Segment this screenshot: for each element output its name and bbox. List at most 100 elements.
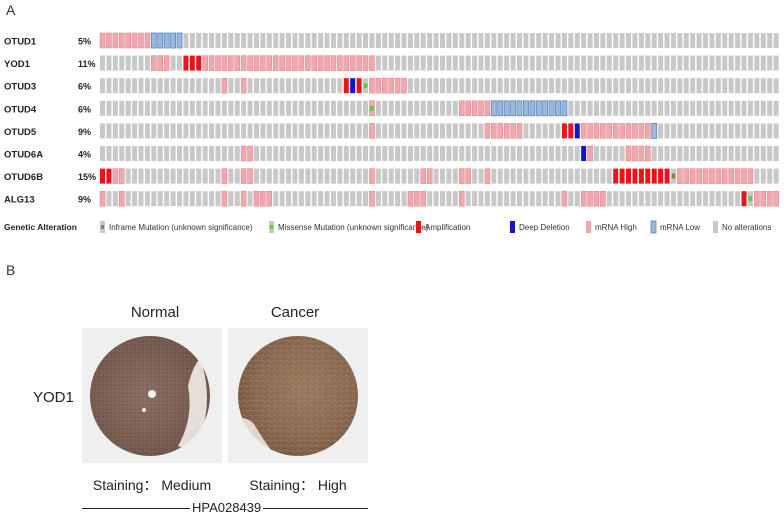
sample-cell (760, 78, 766, 94)
sample-cell (433, 33, 439, 48)
sample-cell (484, 123, 491, 139)
sample-cell (754, 55, 760, 71)
sample-cell (626, 100, 632, 116)
sample-cell (677, 100, 683, 116)
sample-cell (112, 123, 118, 139)
sample-cell (516, 146, 522, 161)
sample-cell (715, 78, 721, 94)
sample-cell (228, 78, 234, 94)
sample-cell (196, 146, 202, 161)
sample-cell (696, 100, 702, 116)
sample-cell (433, 168, 439, 184)
sample-cell (683, 168, 690, 184)
sample-cell (305, 168, 311, 184)
sample-cell (414, 100, 420, 116)
sample-cell (311, 191, 317, 207)
sample-cell (420, 168, 427, 184)
sample-cell (645, 78, 651, 94)
sample-cell (658, 78, 664, 94)
sample-cell (523, 55, 529, 71)
sample-cell (318, 146, 324, 161)
sample-cell (683, 78, 689, 94)
sample-cell (606, 146, 612, 161)
sample-cell (651, 146, 657, 161)
sample-cell (484, 146, 490, 161)
sample-cell (286, 100, 292, 116)
sample-cell (632, 78, 638, 94)
sample-cell (356, 78, 362, 94)
sample-cell (504, 146, 510, 161)
gene-name-otud1: OTUD1 (4, 37, 37, 48)
sample-cell (549, 191, 555, 207)
sample-cell (363, 123, 369, 139)
sample-cell (99, 190, 106, 207)
sample-cell (189, 78, 195, 94)
sample-cell (106, 55, 112, 71)
sample-cell (330, 33, 336, 48)
sample-cell (273, 191, 279, 207)
sample-cell (632, 100, 638, 116)
sample-cell (337, 146, 343, 161)
sample-cell (298, 78, 304, 94)
sample-cell (119, 78, 125, 94)
sample-cell (715, 55, 721, 71)
sample-cell (279, 191, 285, 207)
sample-cell (593, 146, 599, 161)
sample-cell (106, 100, 112, 116)
gene-name-alg13: ALG13 (4, 195, 35, 206)
sample-cell (574, 78, 580, 94)
gene-name-otud4: OTUD4 (4, 104, 37, 115)
sample-cell (305, 78, 311, 94)
sample-cell (420, 78, 426, 94)
sample-cell (568, 146, 574, 161)
sample-cell (478, 146, 484, 161)
sample-cell (645, 33, 651, 48)
sample-cell (529, 78, 535, 94)
sample-cell (427, 33, 433, 48)
sample-cell (196, 191, 202, 207)
sample-cell (574, 123, 580, 139)
gene-name-otud3: OTUD3 (4, 82, 36, 93)
sample-cell (689, 168, 696, 184)
sample-cell (440, 100, 446, 116)
sample-cell (401, 100, 407, 116)
sample-cell (773, 33, 779, 48)
sample-cell (420, 55, 426, 71)
sample-cell (658, 123, 664, 139)
sample-cell (311, 78, 317, 94)
sample-cell (690, 191, 696, 207)
sample-cell (202, 191, 208, 207)
sample-cell (516, 33, 522, 48)
sample-cell (433, 55, 439, 71)
sample-cell (555, 55, 561, 71)
sample-cell (619, 33, 625, 48)
sample-cell (536, 191, 542, 207)
sample-cell (317, 55, 324, 71)
sample-cell (536, 168, 542, 184)
sample-cell (318, 123, 324, 139)
sample-cell (664, 191, 670, 207)
sample-cell (632, 145, 638, 162)
legend-title: Genetic Alteration (4, 222, 77, 232)
sample-cell (330, 191, 336, 207)
sample-cell (690, 33, 696, 48)
sample-cell (247, 33, 253, 48)
sample-cell (305, 191, 311, 207)
sample-cell (388, 168, 394, 184)
sample-cell (144, 32, 151, 49)
sample-cell (285, 55, 292, 71)
sample-cell (164, 123, 170, 139)
sample-cell (581, 146, 587, 161)
sample-cell (638, 145, 645, 162)
sample-cell (241, 123, 247, 139)
sample-cell (138, 168, 144, 184)
sample-cell (407, 190, 414, 207)
sample-cell (728, 33, 734, 48)
sample-cell (664, 55, 670, 71)
sample-cell (407, 146, 413, 161)
sample-cell (176, 78, 182, 94)
sample-cell (420, 33, 426, 48)
sample-cell (709, 100, 715, 116)
sample-cell (247, 100, 253, 116)
sample-cell (760, 123, 766, 139)
